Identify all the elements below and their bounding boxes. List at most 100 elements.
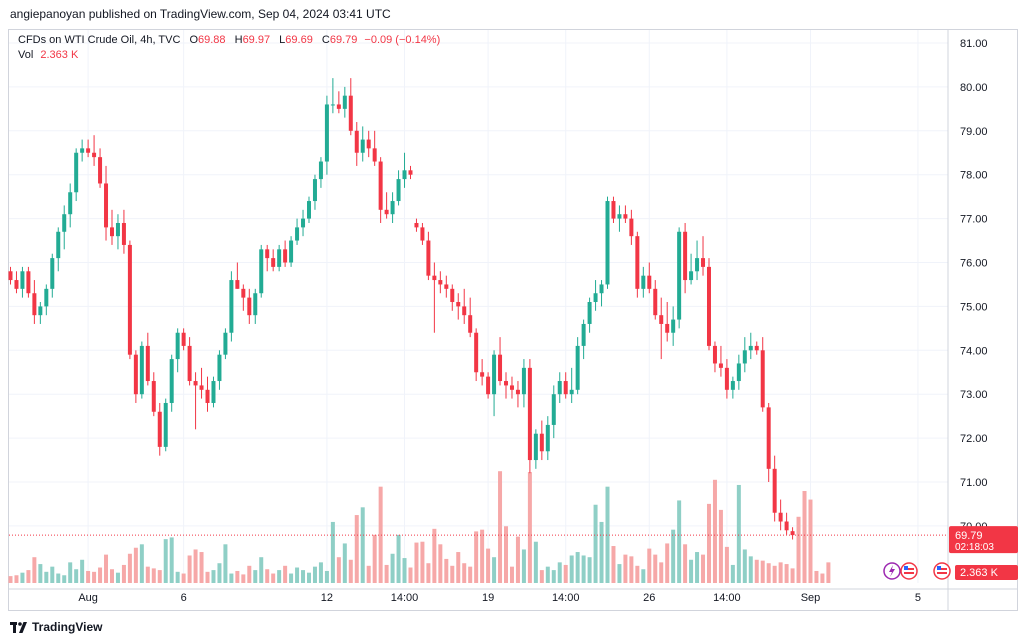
volume-bar	[432, 528, 437, 583]
candle-body	[223, 332, 228, 355]
candle-body	[151, 381, 156, 412]
candle	[515, 381, 520, 408]
candle	[193, 372, 198, 430]
volume-bar	[235, 570, 240, 583]
candle-body	[498, 354, 503, 382]
candle	[38, 302, 43, 324]
x-tick-label: 5	[915, 592, 921, 604]
volume-bar	[151, 568, 156, 583]
candle	[348, 78, 353, 136]
candle	[659, 297, 664, 360]
us-flag-axis-icon-ring	[933, 562, 951, 580]
footer-brand[interactable]: TradingView	[10, 620, 102, 634]
candle-body	[193, 381, 198, 386]
volume-bar	[80, 559, 85, 583]
candle-body	[760, 350, 765, 408]
candle-body	[390, 201, 395, 215]
volume-bar	[104, 554, 109, 583]
candle-body	[730, 381, 735, 390]
volume-bar	[629, 556, 634, 583]
candle	[318, 157, 323, 188]
candle-body	[56, 231, 61, 259]
legend-symbol: CFDs on WTI Crude Oil, 4h, TVC	[18, 34, 181, 46]
volume-bar	[438, 544, 443, 583]
volume-bar	[426, 563, 431, 583]
x-tick-label: 14:00	[391, 592, 419, 604]
candle	[68, 183, 73, 228]
volume-bar	[8, 576, 13, 583]
candle	[384, 192, 389, 219]
volume-bar	[289, 573, 294, 583]
candle-body	[718, 363, 723, 368]
candle	[742, 337, 747, 373]
volume-bar	[336, 557, 341, 583]
volume-tag-label: 2.363 K	[960, 567, 999, 579]
candle-body	[163, 402, 168, 447]
candle	[563, 372, 568, 399]
candle-body	[127, 244, 132, 355]
candle-body	[456, 302, 461, 307]
candle-body	[480, 372, 485, 377]
volume-bar	[115, 572, 120, 583]
candle-body	[569, 389, 574, 395]
candle	[718, 345, 723, 377]
candle	[450, 284, 455, 311]
candle	[587, 297, 592, 333]
candle	[354, 122, 359, 166]
volume-bar	[420, 541, 425, 583]
candle	[581, 319, 586, 360]
candle	[295, 218, 300, 245]
volume-bar	[348, 559, 353, 583]
volume-bar	[802, 490, 807, 583]
candle-body	[695, 258, 700, 272]
volume-bar	[450, 565, 455, 583]
candles	[8, 78, 795, 540]
candle	[760, 337, 765, 412]
volume-bar	[44, 571, 49, 583]
candle-body	[50, 258, 55, 289]
volume-bar	[301, 570, 306, 583]
candle	[139, 341, 144, 399]
candle	[324, 95, 329, 175]
candle-body	[545, 424, 550, 452]
candle-body	[348, 95, 353, 131]
y-tick-label: 74.00	[960, 345, 988, 357]
volume-bar	[593, 504, 598, 583]
y-tick-label: 72.00	[960, 433, 988, 445]
volume-bar	[396, 534, 401, 583]
candle-body	[211, 381, 216, 403]
candle-body	[169, 359, 174, 403]
candle	[671, 306, 676, 346]
candle-body	[312, 179, 317, 202]
candle	[199, 367, 204, 399]
candle	[187, 337, 192, 386]
candle-body	[539, 433, 544, 452]
volume-bar	[748, 556, 753, 583]
candle	[80, 139, 85, 162]
legend-open-label: O	[189, 34, 199, 46]
candle	[474, 328, 479, 382]
candle	[605, 196, 610, 289]
candle-body	[38, 306, 43, 316]
us-flag-event-icon-stripe	[904, 572, 914, 574]
candle	[712, 341, 717, 373]
chart-frame	[8, 29, 1018, 611]
volume-bar	[772, 565, 777, 583]
candle-body	[139, 345, 144, 395]
candle	[390, 192, 395, 223]
candle	[599, 280, 604, 307]
candle	[330, 78, 335, 114]
candle-body	[426, 240, 431, 276]
candle-body	[283, 249, 288, 263]
volume-bar	[133, 547, 138, 583]
candle-body	[259, 249, 264, 294]
volume-bar	[169, 537, 174, 583]
candle	[289, 236, 294, 267]
candle	[575, 337, 580, 395]
y-tick-label: 79.00	[960, 126, 988, 138]
footer-brand-label: TradingView	[32, 620, 103, 634]
candle	[504, 372, 509, 399]
volume-bar	[456, 552, 461, 583]
